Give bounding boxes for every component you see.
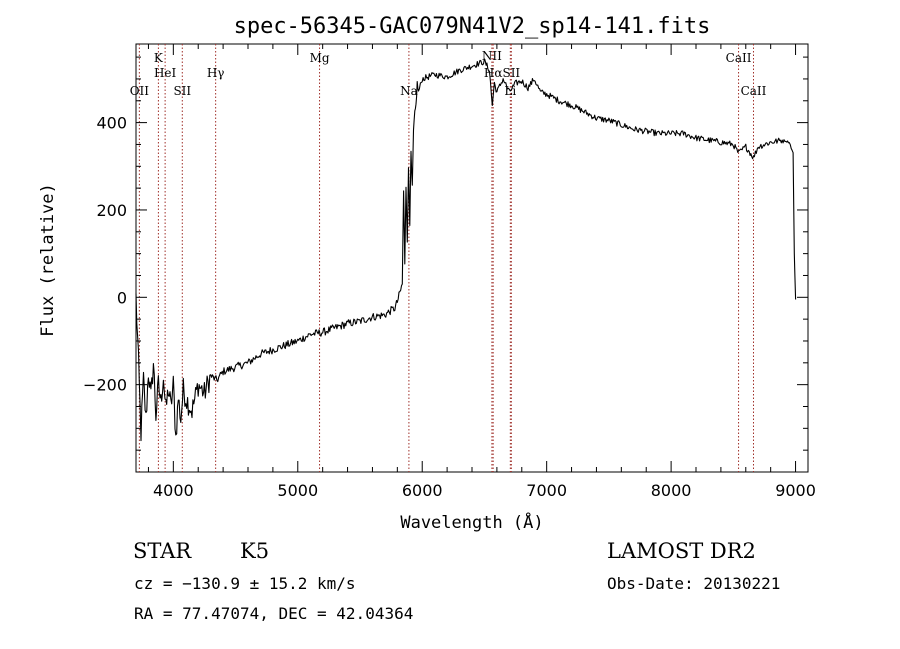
plot-frame [135,43,809,473]
x-tick-label-1: 5000 [277,481,318,500]
spectrum-line-0 [135,58,797,442]
y-tick-label-2: 200 [96,201,127,220]
x-tick-label-5: 9000 [775,481,816,500]
line-marker-label-4: Hγ [207,66,225,80]
spectrum-series [135,58,797,442]
chart-title: spec-56345-GAC079N41V2_sp14-141.fits [234,14,711,39]
coordinates-text: RA = 77.47074, DEC = 42.04364 [134,604,413,623]
redshift-text: cz = −130.9 ± 15.2 km/s [134,574,356,593]
line-marker-label-11: CaII [726,51,752,65]
y-tick-label-0: −200 [83,376,127,395]
object-class: STAR [133,539,192,563]
x-tick-label-2: 6000 [402,481,443,500]
line-marker-label-7: NII [482,49,502,63]
line-marker-label-1: K [154,51,164,65]
object-subclass: K5 [240,539,269,563]
line-marker-label-5: Mg [310,51,330,65]
line-marker-label-3: SII [173,84,191,98]
x-tick-label-4: 8000 [651,481,692,500]
x-axis-label: Wavelength (Å) [400,511,543,533]
line-marker-label-8: Hα [484,66,503,80]
line-marker-label-2: HeI [154,66,177,80]
survey-name: LAMOST DR2 [607,539,756,563]
y-tick-label-1: 0 [117,288,127,307]
y-axis-label: Flux (relative) [38,183,58,337]
x-tick-label-3: 7000 [526,481,567,500]
obs-date-text: Obs-Date: 20130221 [607,574,780,593]
line-marker-label-12: CaII [741,84,767,98]
line-marker-label-9: SII [502,66,520,80]
x-tick-label-0: 4000 [153,481,194,500]
axis-ticks: 4000 5000 6000 7000 8000 9000 −200 0 200 400 [83,44,816,500]
line-marker-label-0: OII [130,84,150,98]
line-marker-label-6: Na [400,84,418,98]
y-tick-label-3: 400 [96,114,127,133]
